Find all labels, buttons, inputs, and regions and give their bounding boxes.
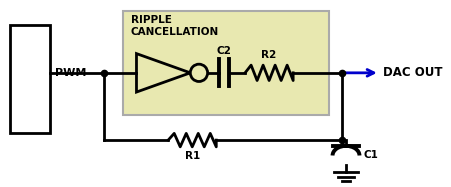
Text: C1: C1: [363, 151, 377, 160]
Text: C2: C2: [216, 47, 231, 56]
FancyBboxPatch shape: [123, 11, 328, 115]
Text: CANCELLATION: CANCELLATION: [130, 27, 218, 37]
Text: PWM: PWM: [55, 68, 86, 78]
Text: RIPPLE: RIPPLE: [130, 15, 171, 25]
FancyBboxPatch shape: [9, 25, 50, 133]
Text: DAC OUT: DAC OUT: [382, 66, 442, 79]
Text: R2: R2: [261, 50, 276, 60]
Text: R1: R1: [184, 151, 199, 161]
